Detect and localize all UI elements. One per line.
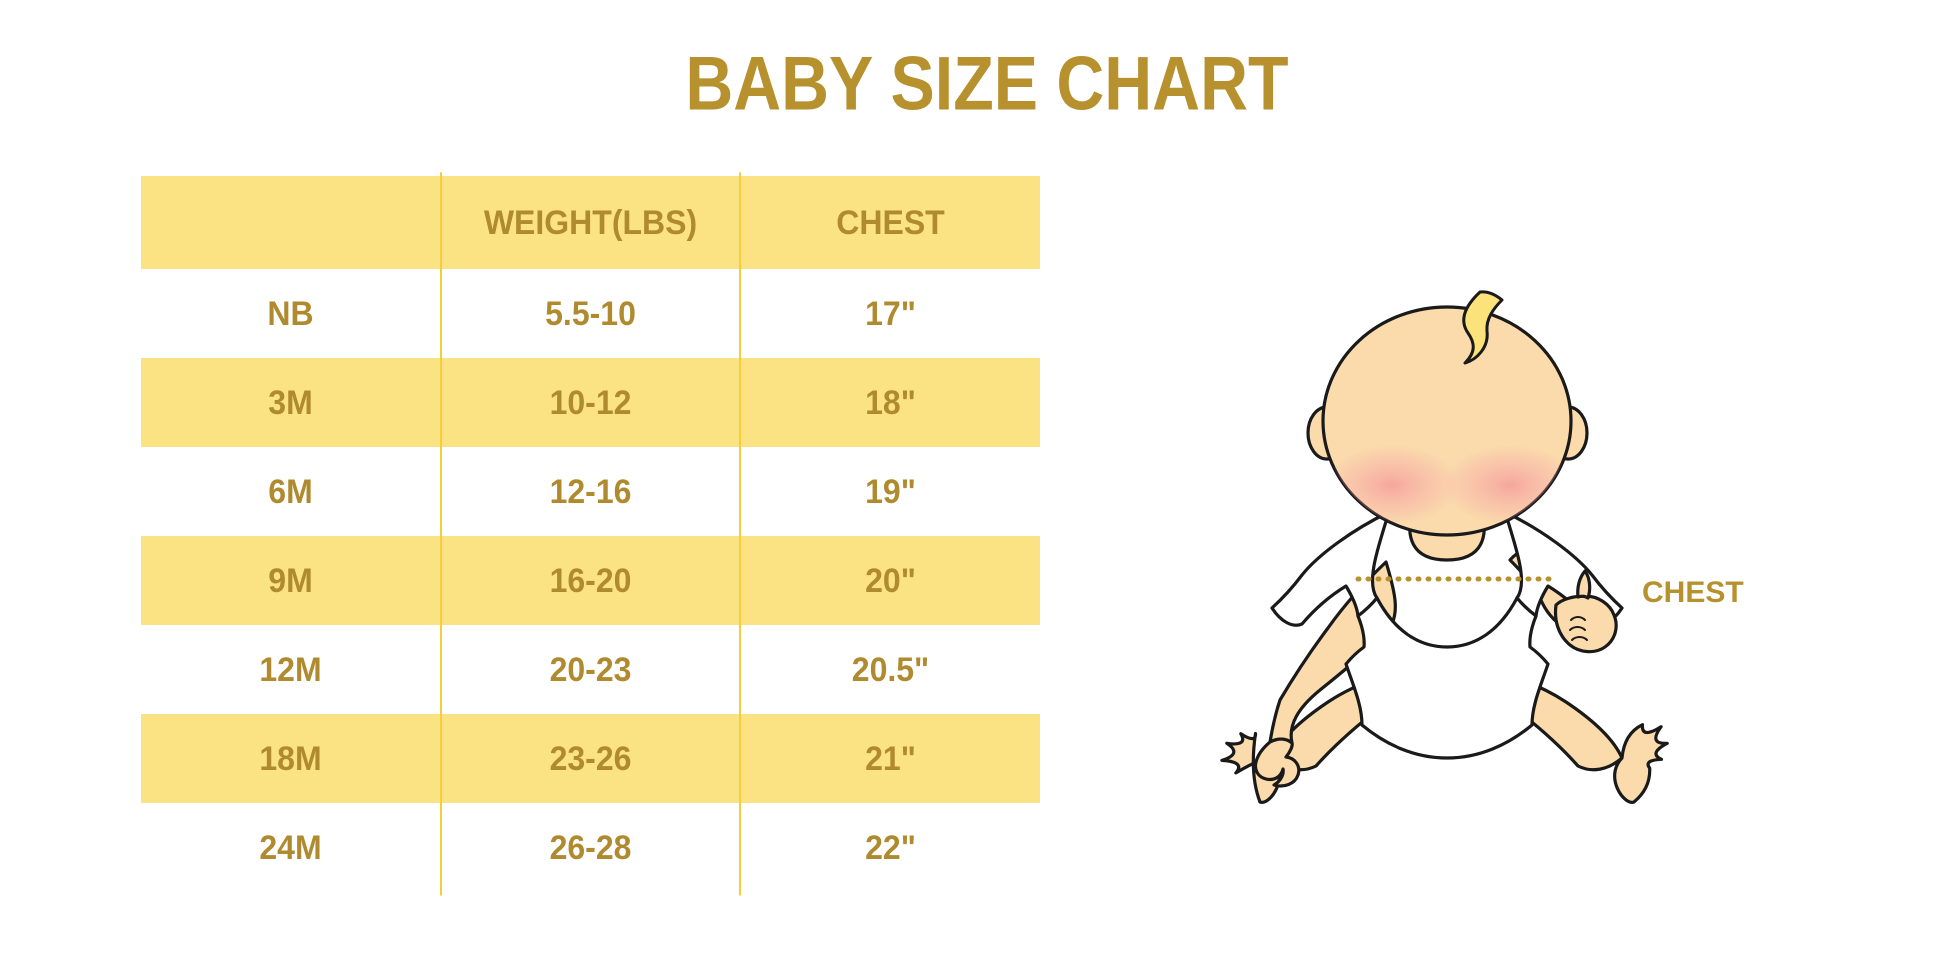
svg-text:CHEST: CHEST (1642, 576, 1744, 609)
